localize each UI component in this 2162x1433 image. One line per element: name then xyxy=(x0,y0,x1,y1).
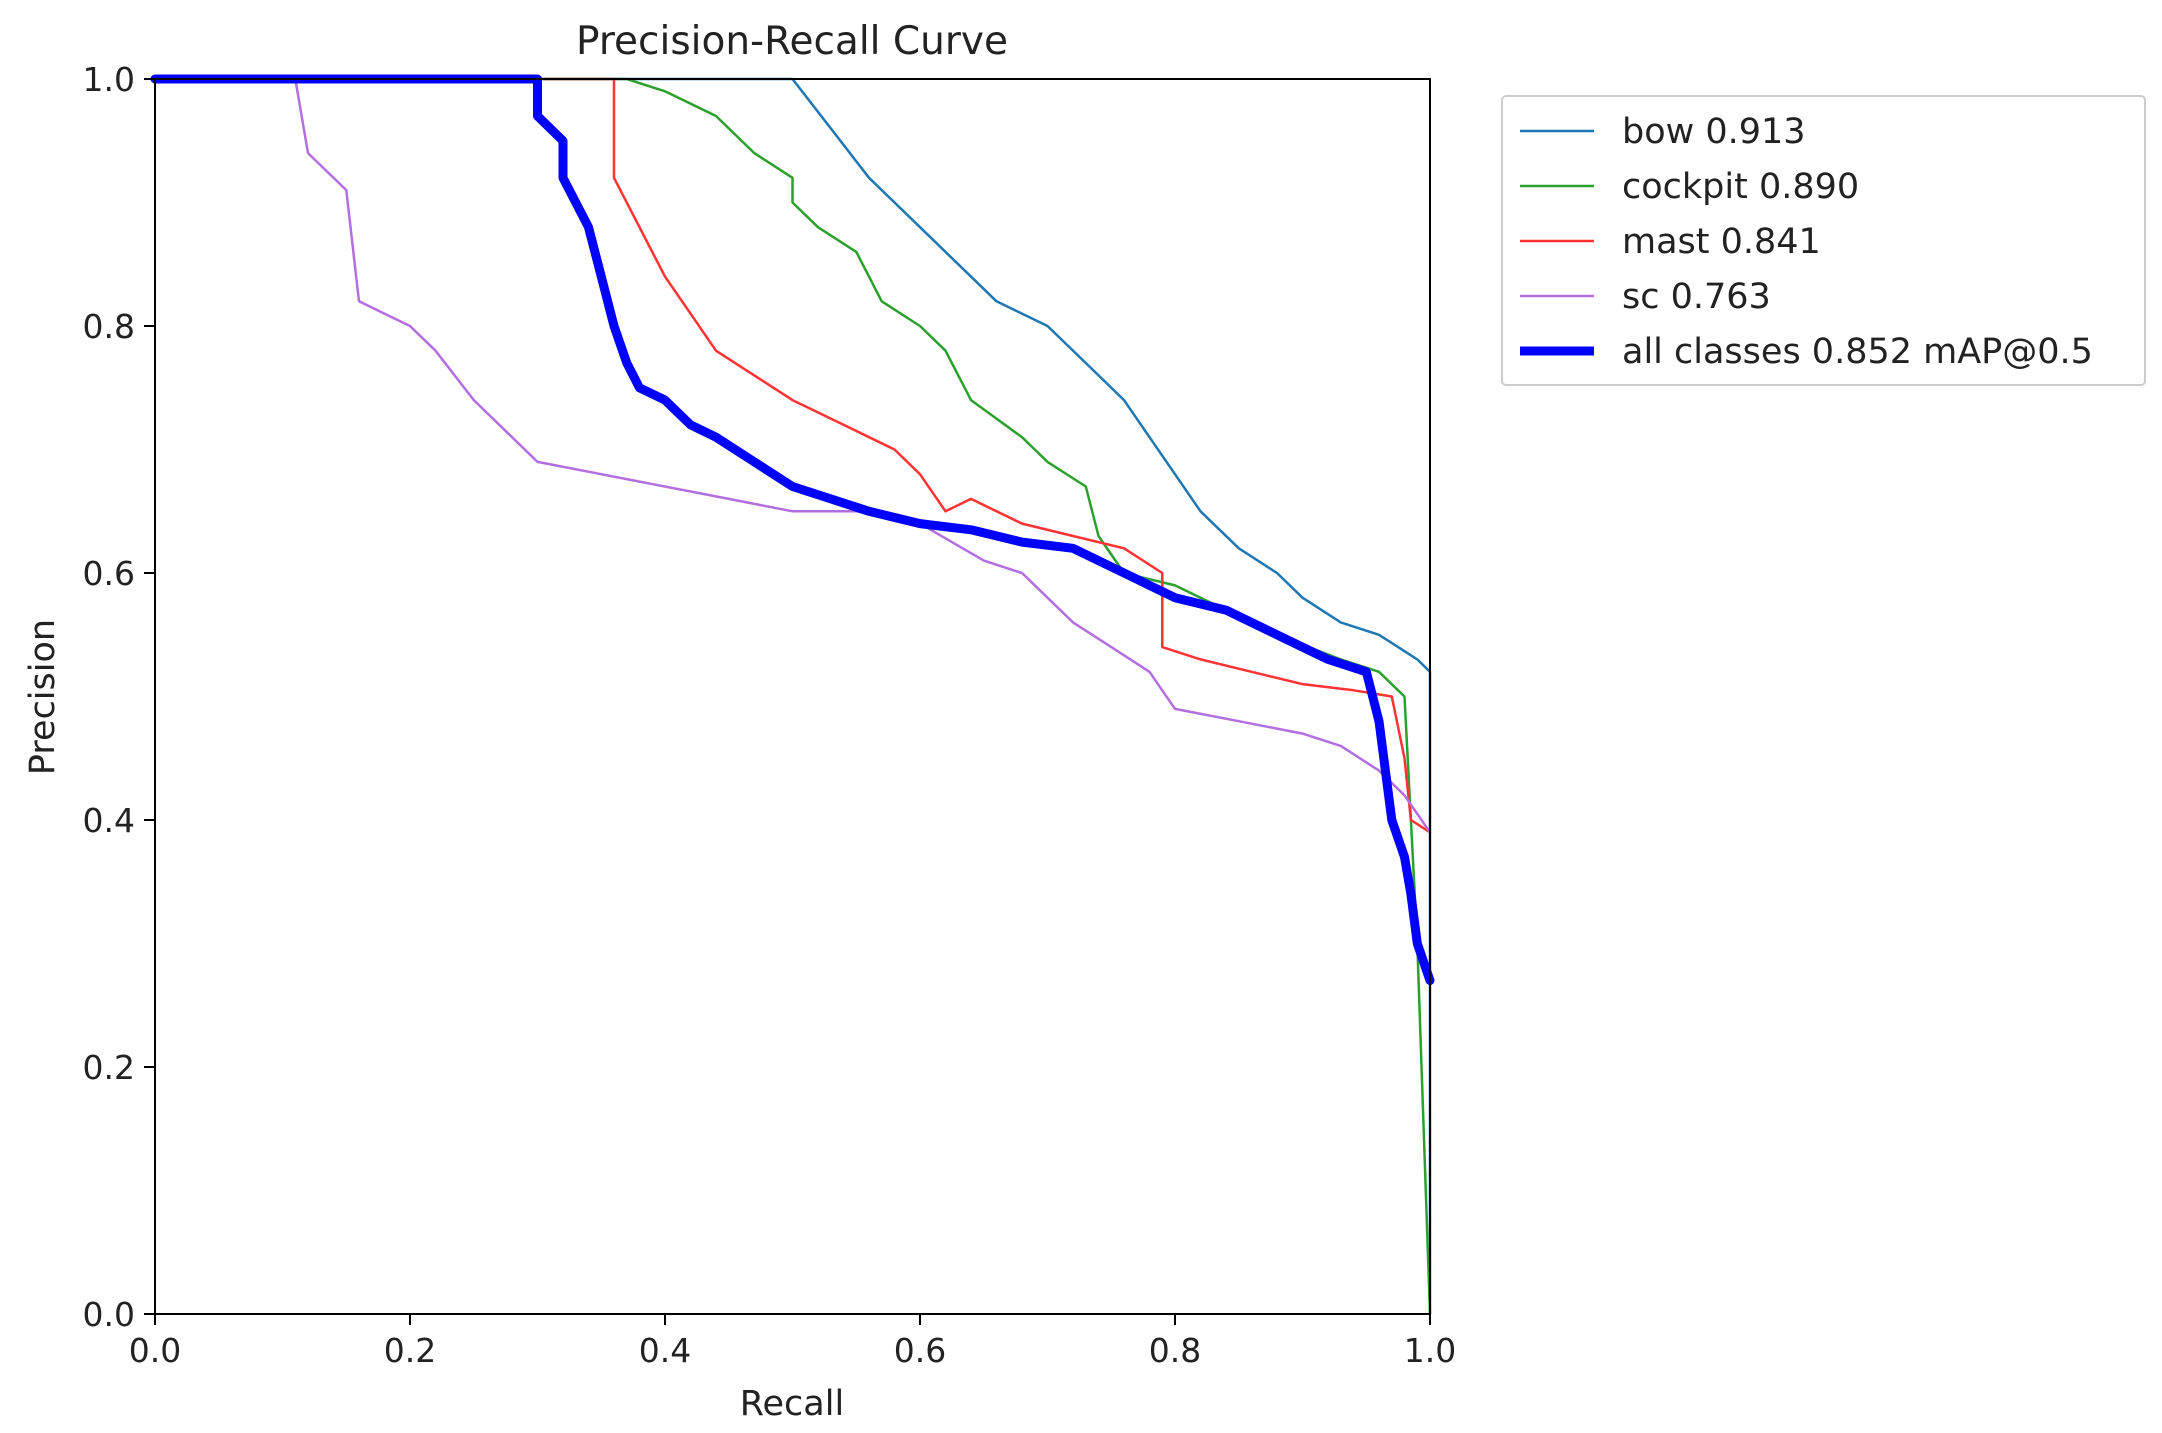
plot-frame xyxy=(154,78,1431,1315)
x-tick-label: 0.6 xyxy=(894,1331,946,1370)
y-tick-label: 0.6 xyxy=(83,554,135,593)
series-line-cockpit xyxy=(153,77,1432,1316)
legend-label: cockpit 0.890 xyxy=(1622,167,1859,207)
legend-label: mast 0.841 xyxy=(1622,222,1821,262)
y-tick-label: 0.8 xyxy=(83,307,135,346)
legend: bow 0.913 cockpit 0.890 mast 0.841 sc 0.763… xyxy=(1501,95,2146,386)
legend-label: all classes 0.852 mAP@0.5 xyxy=(1622,332,2093,372)
y-tick-label: 0.4 xyxy=(83,801,135,840)
x-tick-label: 0.8 xyxy=(1149,1331,1201,1370)
series-line-bow xyxy=(153,77,1432,1316)
y-axis-ticks: 0.0 0.2 0.4 0.6 0.8 1.0 xyxy=(83,60,155,1334)
y-tick-label: 0.0 xyxy=(83,1295,135,1334)
x-tick-label: 1.0 xyxy=(1404,1331,1456,1370)
x-tick-label: 0.0 xyxy=(129,1331,181,1370)
series-line-all-classes xyxy=(150,74,1435,985)
legend-box xyxy=(1501,95,2146,386)
x-axis-label: Recall xyxy=(740,1384,844,1424)
x-tick-label: 0.4 xyxy=(639,1331,691,1370)
series-layer xyxy=(150,74,1435,1316)
series-line-mast xyxy=(153,77,1432,834)
chart-title: Precision-Recall Curve xyxy=(576,19,1008,64)
legend-label: sc 0.763 xyxy=(1622,277,1771,317)
x-axis-ticks: 0.0 0.2 0.4 0.6 0.8 1.0 xyxy=(129,1314,1456,1370)
y-tick-label: 1.0 xyxy=(83,60,135,99)
y-tick-label: 0.2 xyxy=(83,1048,135,1087)
legend-label: bow 0.913 xyxy=(1622,112,1806,152)
y-axis-label: Precision xyxy=(23,619,63,775)
x-tick-label: 0.2 xyxy=(384,1331,436,1370)
